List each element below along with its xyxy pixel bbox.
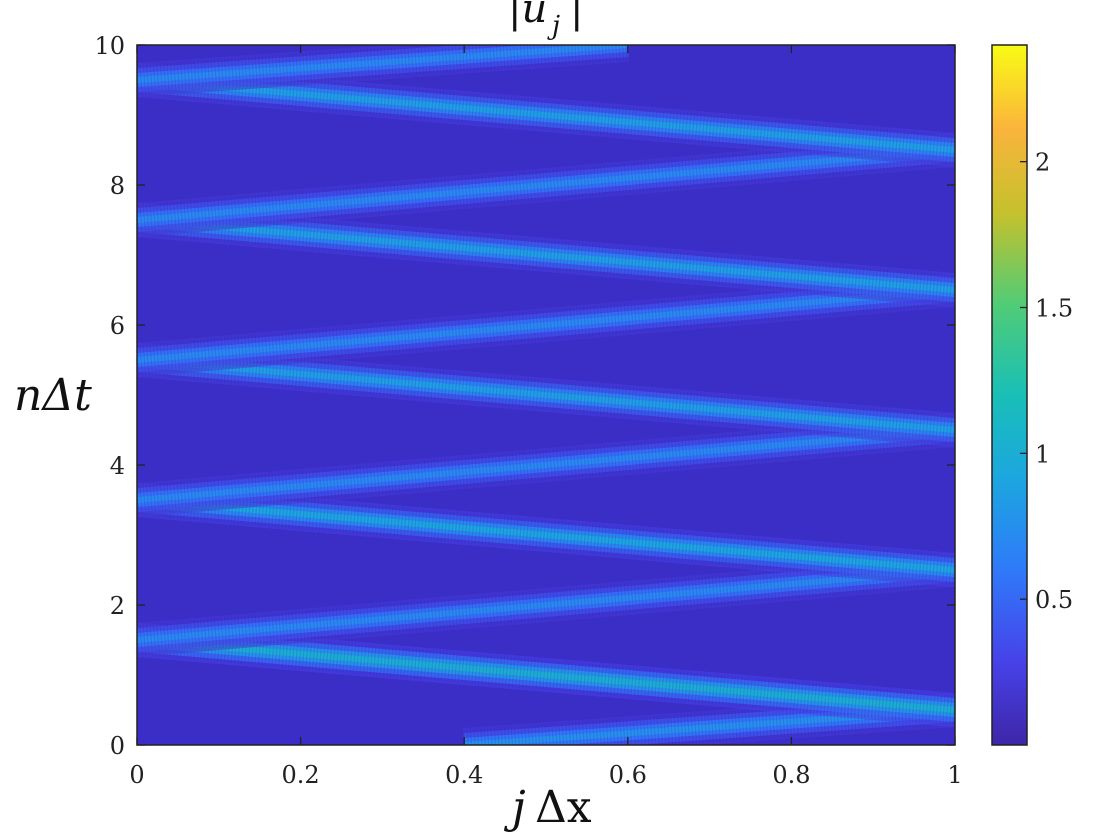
y-tick-label: 8 <box>110 172 125 200</box>
x-tick-label: 0.4 <box>445 761 483 789</box>
y-tick-label: 10 <box>94 32 125 60</box>
plot-frame <box>136 44 956 746</box>
band-9 <box>137 63 955 167</box>
band-4 <box>137 413 955 517</box>
x-axis-label-j: j <box>503 782 526 833</box>
title-subscript: j <box>547 11 560 41</box>
colorbar-tick-label: 0.5 <box>1035 586 1073 614</box>
colorbar-tick-label: 1.5 <box>1035 295 1073 323</box>
colorbar-ticks: 0.5 1 1.5 2 <box>1020 149 1073 614</box>
x-tick-label: 0 <box>129 761 144 789</box>
x-axis: 0 0.2 0.4 0.6 0.8 1 <box>129 45 963 789</box>
y-tick-label: 0 <box>110 732 125 760</box>
x-tick-label: 0.8 <box>772 761 810 789</box>
x-tick-label: 0.6 <box>609 761 647 789</box>
heatmap-bands <box>137 45 955 745</box>
band-6 <box>137 273 955 377</box>
y-tick-label: 6 <box>110 312 125 340</box>
title-text: |u <box>508 0 547 32</box>
y-tick-label: 4 <box>110 452 125 480</box>
y-axis-label: nΔt <box>14 370 92 421</box>
title-close: | <box>570 0 583 32</box>
colorbar: 0.5 1 1.5 2 <box>991 44 1073 746</box>
colorbar-gradient <box>991 44 1028 746</box>
band-3 <box>137 483 955 587</box>
band-5 <box>137 343 955 447</box>
y-axis: 0 2 4 6 8 10 <box>94 32 955 760</box>
band-7 <box>137 203 955 307</box>
band-2 <box>137 553 955 657</box>
band-8 <box>137 133 955 237</box>
colorbar-tick-label: 2 <box>1035 149 1050 177</box>
x-axis-label: Δx <box>535 782 592 833</box>
x-tick-label: 0.2 <box>282 761 320 789</box>
band-10 <box>137 45 630 97</box>
x-tick-label: 1 <box>947 761 962 789</box>
y-tick-label: 2 <box>110 592 125 620</box>
colorbar-tick-label: 1 <box>1035 440 1050 468</box>
title: |u j | <box>508 0 583 41</box>
band-1 <box>137 623 955 727</box>
plot-area <box>136 44 956 746</box>
